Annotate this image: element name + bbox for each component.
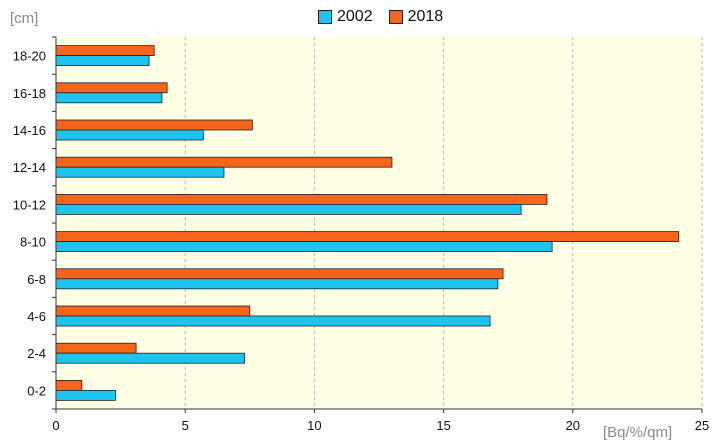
x-tick-label-5: 5 xyxy=(182,418,189,433)
y-tick-label-12-14: 12-14 xyxy=(13,160,46,175)
bar-2018-0-2 xyxy=(55,379,83,391)
bar-2018-4-6 xyxy=(55,305,251,317)
legend-swatch-2002 xyxy=(318,10,332,24)
chart-legend: 2002 2018 xyxy=(318,8,459,26)
bar-2002-18-20 xyxy=(55,55,150,66)
x-tick-label-25: 25 xyxy=(695,418,709,433)
legend-item-2002: 2002 xyxy=(318,8,373,26)
bar-2018-8-10 xyxy=(55,231,680,243)
bar-2002-0-2 xyxy=(55,389,116,401)
y-tick-label-8-10: 8-10 xyxy=(20,235,46,250)
y-tick-label-18-20: 18-20 xyxy=(13,49,46,64)
y-axis-unit-label: [cm] xyxy=(10,10,39,27)
bar-2002-4-6 xyxy=(55,315,491,327)
bar-2002-12-14 xyxy=(55,166,225,178)
y-tick-label-14-16: 14-16 xyxy=(13,123,46,138)
bar-2018-14-16 xyxy=(55,119,253,131)
plot-area xyxy=(56,37,702,409)
legend-item-2018: 2018 xyxy=(388,8,444,26)
x-axis-unit-label: [Bq/%/qm] xyxy=(603,424,673,441)
x-tick-label-10: 10 xyxy=(307,418,321,433)
x-tick-label-0: 0 xyxy=(52,418,59,433)
y-tick-label-6-8: 6-8 xyxy=(27,272,46,287)
bar-2018-2-4 xyxy=(55,342,137,354)
bar-2018-16-18 xyxy=(55,82,168,94)
x-tick-label-20: 20 xyxy=(566,418,580,433)
bar-2018-18-20 xyxy=(55,45,155,56)
x-tick-label-15: 15 xyxy=(436,418,450,433)
y-tick-label-10-12: 10-12 xyxy=(13,197,46,212)
y-tick-label-2-4: 2-4 xyxy=(27,346,46,361)
bar-2018-6-8 xyxy=(55,268,504,280)
bar-2018-12-14 xyxy=(55,156,393,168)
bar-2002-8-10 xyxy=(55,241,553,253)
bar-2002-10-12 xyxy=(55,203,522,215)
y-tick-label-16-18: 16-18 xyxy=(13,86,46,101)
legend-label-2018: 2018 xyxy=(407,8,444,25)
bar-2002-14-16 xyxy=(55,129,204,141)
y-tick-label-4-6: 4-6 xyxy=(27,309,46,324)
bar-2002-2-4 xyxy=(55,352,246,364)
y-tick-label-0-2: 0-2 xyxy=(27,383,46,398)
legend-swatch-2018 xyxy=(388,10,403,24)
legend-label-2002: 2002 xyxy=(337,8,373,25)
bar-2002-6-8 xyxy=(55,278,499,290)
bar-2018-10-12 xyxy=(55,193,548,205)
bar-2002-16-18 xyxy=(55,92,163,104)
